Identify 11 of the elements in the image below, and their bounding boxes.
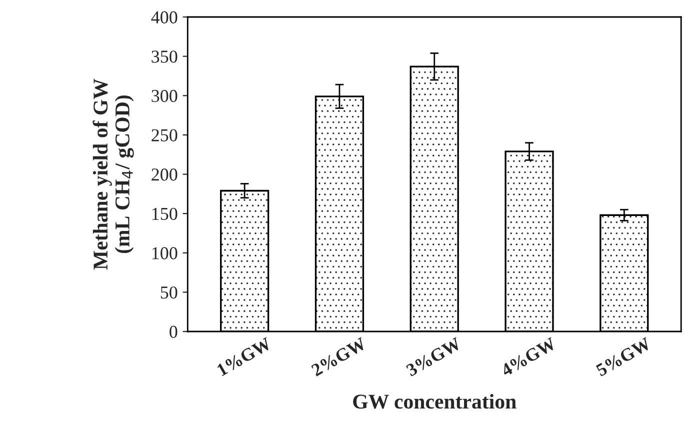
y-tick-label: 400 bbox=[151, 11, 178, 24]
y-tick-label: 350 bbox=[152, 50, 178, 63]
y-tick-label: 250 bbox=[152, 129, 178, 142]
y-tick-label: 300 bbox=[152, 90, 178, 102]
y-tick-label: 0 bbox=[170, 326, 178, 338]
y-tick-label: 150 bbox=[152, 208, 178, 220]
y-axis-title: Methane yield of GW (mL CH$_{4}$/ gCOD) bbox=[92, 78, 134, 270]
y-tick-label: 200 bbox=[152, 168, 178, 181]
x-axis-title: GW concentration bbox=[353, 394, 516, 409]
y-tick-label: 100 bbox=[152, 247, 178, 260]
y-tick-label: 50 bbox=[160, 286, 178, 299]
